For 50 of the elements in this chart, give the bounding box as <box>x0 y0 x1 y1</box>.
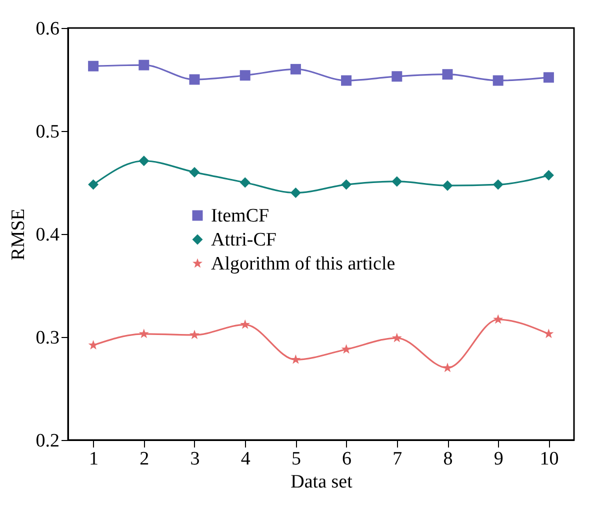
point <box>543 170 554 181</box>
point <box>442 69 453 80</box>
point <box>290 64 301 74</box>
point <box>88 60 99 72</box>
point <box>492 75 504 86</box>
point <box>544 328 554 338</box>
point <box>240 177 250 188</box>
y-tick-label: 0.6 <box>36 18 60 40</box>
point <box>138 328 149 338</box>
point <box>88 179 99 190</box>
y-tick-label: 0.2 <box>36 430 60 452</box>
x-axis-title: Data set <box>290 472 354 492</box>
point <box>290 188 301 198</box>
point <box>341 179 352 190</box>
legend-label: ItemCF <box>211 206 270 226</box>
x-tick-label: 6 <box>342 448 352 470</box>
x-tick-label: 1 <box>89 448 99 470</box>
x-tick-label: 8 <box>443 448 453 470</box>
point <box>138 60 150 70</box>
point <box>442 180 453 191</box>
y-tick-label: 0.3 <box>36 328 60 348</box>
x-tick-label: 9 <box>494 448 504 470</box>
point <box>189 166 200 178</box>
point <box>392 332 402 342</box>
point <box>88 340 98 350</box>
point <box>189 74 200 85</box>
x-tick-label: 7 <box>392 448 402 470</box>
point <box>442 362 452 372</box>
point <box>392 71 402 82</box>
point <box>493 314 504 324</box>
point <box>290 354 301 364</box>
point <box>240 319 250 329</box>
point <box>492 179 504 190</box>
legend-label: Algorithm of this article <box>211 254 396 274</box>
x-tick-label: 10 <box>540 448 559 470</box>
point <box>392 176 402 187</box>
point <box>138 156 150 166</box>
y-tick-label: 0.5 <box>36 122 60 142</box>
legend-label: Attri-CF <box>211 230 276 250</box>
x-tick-label: 2 <box>140 448 150 470</box>
x-tick-label: 5 <box>291 448 301 470</box>
point <box>543 72 554 83</box>
point <box>341 344 352 354</box>
y-axis-title: RMSE <box>8 208 29 260</box>
point <box>240 70 250 81</box>
point <box>341 75 352 86</box>
x-tick-label: 4 <box>240 448 251 470</box>
point <box>190 330 200 340</box>
x-tick-label: 3 <box>190 448 200 470</box>
y-tick-label: 0.4 <box>36 224 60 246</box>
